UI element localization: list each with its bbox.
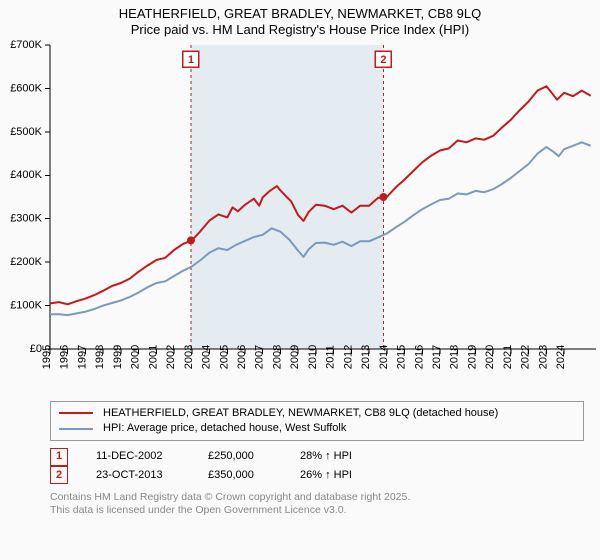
svg-text:2015: 2015 — [396, 344, 408, 368]
svg-text:2002: 2002 — [165, 344, 177, 368]
txn-price: £250,000 — [208, 447, 272, 466]
svg-text:2006: 2006 — [236, 344, 248, 368]
line-chart: £0£100K£200K£300K£400K£500K£600K£700K199… — [0, 39, 600, 399]
footer-line-2: This data is licensed under the Open Gov… — [50, 504, 584, 518]
txn-badge: 2 — [50, 466, 68, 484]
svg-text:1996: 1996 — [59, 344, 71, 368]
svg-text:£700K: £700K — [10, 39, 42, 51]
title-line-1: HEATHERFIELD, GREAT BRADLEY, NEWMARKET, … — [0, 6, 600, 22]
legend-label: HEATHERFIELD, GREAT BRADLEY, NEWMARKET, … — [103, 406, 498, 421]
legend-swatch — [59, 428, 93, 430]
svg-text:2007: 2007 — [254, 344, 266, 368]
svg-text:£600K: £600K — [10, 82, 42, 94]
svg-text:2023: 2023 — [537, 344, 549, 368]
svg-text:2017: 2017 — [431, 344, 443, 368]
legend-item: HEATHERFIELD, GREAT BRADLEY, NEWMARKET, … — [59, 406, 575, 421]
svg-text:2004: 2004 — [201, 344, 213, 368]
footer-line-1: Contains HM Land Registry data © Crown c… — [50, 491, 584, 505]
txn-vs-hpi: 28% ↑ HPI — [300, 447, 390, 466]
svg-text:2012: 2012 — [342, 344, 354, 368]
svg-text:2: 2 — [380, 53, 386, 65]
svg-text:2021: 2021 — [502, 344, 514, 368]
svg-text:1995: 1995 — [41, 344, 53, 368]
svg-text:1999: 1999 — [112, 344, 124, 368]
txn-date: 11-DEC-2002 — [96, 447, 180, 466]
txn-price: £350,000 — [208, 466, 272, 485]
svg-text:£100K: £100K — [10, 299, 42, 311]
svg-text:2013: 2013 — [360, 344, 372, 368]
svg-text:2010: 2010 — [307, 344, 319, 368]
svg-text:2019: 2019 — [466, 344, 478, 368]
legend-item: HPI: Average price, detached house, West… — [59, 421, 575, 436]
title-line-2: Price paid vs. HM Land Registry's House … — [0, 22, 600, 38]
svg-text:2001: 2001 — [147, 344, 159, 368]
svg-text:2009: 2009 — [289, 344, 301, 368]
chart-title: HEATHERFIELD, GREAT BRADLEY, NEWMARKET, … — [0, 0, 600, 39]
svg-text:2005: 2005 — [218, 344, 230, 368]
svg-text:£500K: £500K — [10, 125, 42, 137]
table-row: 1 11-DEC-2002 £250,000 28% ↑ HPI — [50, 447, 584, 466]
svg-text:2003: 2003 — [183, 344, 195, 368]
svg-text:2000: 2000 — [130, 344, 142, 368]
svg-text:2022: 2022 — [520, 344, 532, 368]
legend-label: HPI: Average price, detached house, West… — [103, 421, 346, 436]
svg-text:1: 1 — [188, 53, 194, 65]
legend-swatch — [59, 412, 93, 414]
footer: Contains HM Land Registry data © Crown c… — [50, 491, 584, 518]
svg-text:£300K: £300K — [10, 212, 42, 224]
txn-date: 23-OCT-2013 — [96, 466, 180, 485]
svg-text:2008: 2008 — [271, 344, 283, 368]
svg-text:2018: 2018 — [449, 344, 461, 368]
svg-text:£200K: £200K — [10, 256, 42, 268]
txn-vs-hpi: 26% ↑ HPI — [300, 466, 390, 485]
transactions-table: 1 11-DEC-2002 £250,000 28% ↑ HPI 2 23-OC… — [50, 447, 584, 484]
svg-text:2020: 2020 — [484, 344, 496, 368]
svg-text:2016: 2016 — [413, 344, 425, 368]
txn-badge: 1 — [50, 448, 68, 466]
svg-text:2024: 2024 — [555, 344, 567, 368]
svg-text:2014: 2014 — [378, 344, 390, 368]
table-row: 2 23-OCT-2013 £350,000 26% ↑ HPI — [50, 466, 584, 485]
svg-text:1998: 1998 — [94, 344, 106, 368]
legend: HEATHERFIELD, GREAT BRADLEY, NEWMARKET, … — [50, 401, 584, 442]
chart-area: £0£100K£200K£300K£400K£500K£600K£700K199… — [0, 39, 600, 399]
svg-text:£400K: £400K — [10, 169, 42, 181]
svg-text:1997: 1997 — [76, 344, 88, 368]
